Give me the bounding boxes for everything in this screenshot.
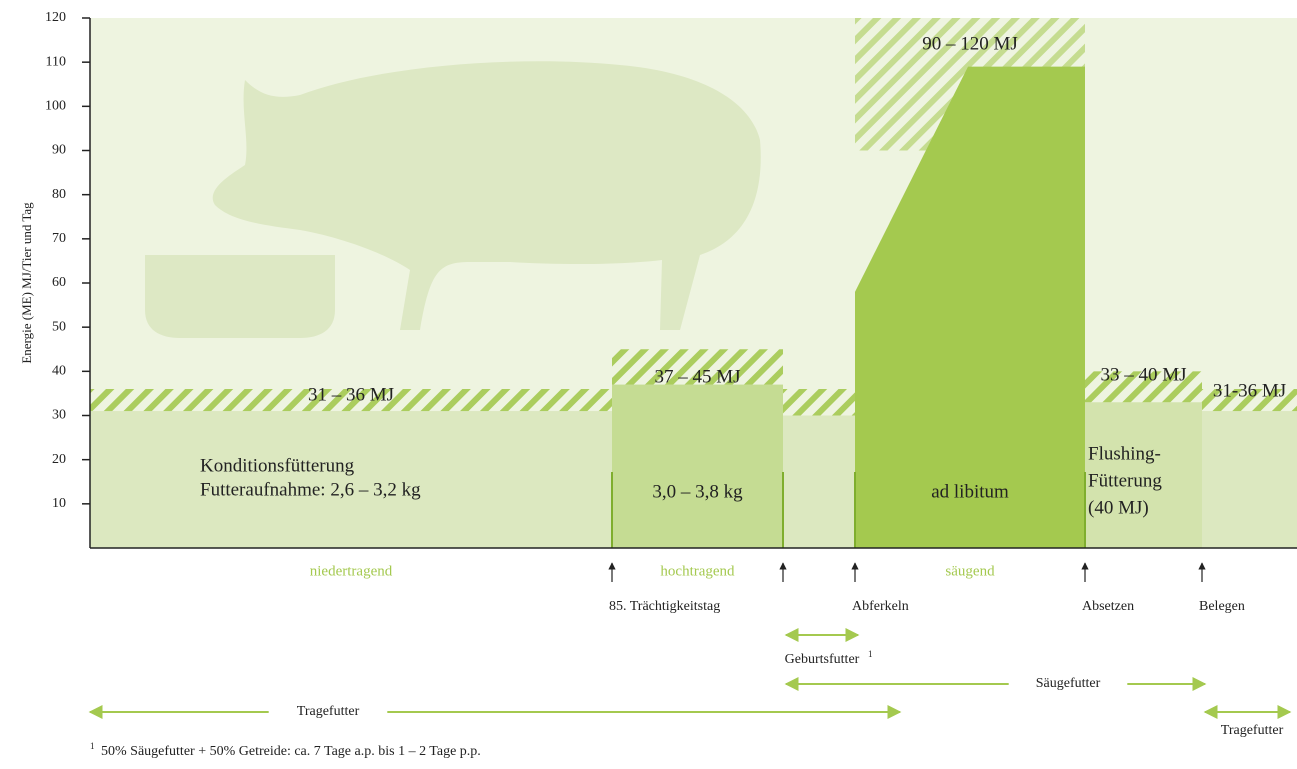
feed-label: Tragefutter xyxy=(297,704,360,719)
y-tick-label: 10 xyxy=(52,496,66,511)
range-label: 33 – 40 MJ xyxy=(1100,364,1186,385)
phase-note: (40 MJ) xyxy=(1088,497,1149,518)
phase-note: Fütterung xyxy=(1088,470,1162,491)
range-hatch xyxy=(783,389,855,416)
event-label: Abferkeln xyxy=(852,599,909,614)
y-tick-label: 110 xyxy=(46,54,66,69)
phase-note: Flushing- xyxy=(1088,443,1161,464)
range-label: 31-36 MJ xyxy=(1213,380,1286,401)
phase-note: 3,0 – 3,8 kg xyxy=(652,481,743,502)
feed-label: Tragefutter xyxy=(1221,723,1284,738)
phase-name: hochtragend xyxy=(660,563,735,579)
feed-label: Säugefutter xyxy=(1036,676,1101,691)
phase-name: säugend xyxy=(945,563,995,579)
y-axis-label: Energie (ME) MJ/Tier und Tag xyxy=(19,202,34,364)
phase-note: ad libitum xyxy=(931,481,1009,502)
range-label: 37 – 45 MJ xyxy=(654,366,740,387)
y-tick-label: 90 xyxy=(52,143,66,158)
event-label: Belegen xyxy=(1199,599,1245,614)
chart: Energie (ME) MJ/Tier und Tag 1 50% Säuge… xyxy=(0,0,1297,769)
y-tick-label: 30 xyxy=(52,408,66,423)
phase-note: Futteraufnahme: 2,6 – 3,2 kg xyxy=(200,479,421,500)
y-tick-label: 120 xyxy=(45,10,66,25)
event-label: 85. Trächtigkeitstag xyxy=(609,599,720,614)
phase-area xyxy=(612,385,783,548)
y-tick-label: 20 xyxy=(52,452,66,467)
y-tick-label: 80 xyxy=(52,187,66,202)
y-tick-label: 40 xyxy=(52,364,66,379)
event-label: Absetzen xyxy=(1082,599,1134,614)
y-tick-label: 60 xyxy=(52,275,66,290)
feed-sup: 1 xyxy=(868,649,873,659)
feed-label: Geburtsfutter xyxy=(785,652,860,667)
range-label: 90 – 120 MJ xyxy=(922,33,1018,54)
range-label: 31 – 36 MJ xyxy=(308,384,394,405)
footnote: 1 50% Säugefutter + 50% Getreide: ca. 7 … xyxy=(90,739,481,759)
footnote-text: 50% Säugefutter + 50% Getreide: ca. 7 Ta… xyxy=(101,744,481,759)
phase-name: niedertragend xyxy=(310,563,393,579)
phase-note: Konditionsfütterung xyxy=(200,455,355,476)
y-tick-label: 100 xyxy=(45,99,66,114)
footnote-sup: 1 xyxy=(90,741,95,751)
phase-area xyxy=(783,416,855,549)
y-tick-label: 70 xyxy=(52,231,66,246)
y-tick-label: 50 xyxy=(52,319,66,334)
phase-area xyxy=(1202,411,1297,548)
